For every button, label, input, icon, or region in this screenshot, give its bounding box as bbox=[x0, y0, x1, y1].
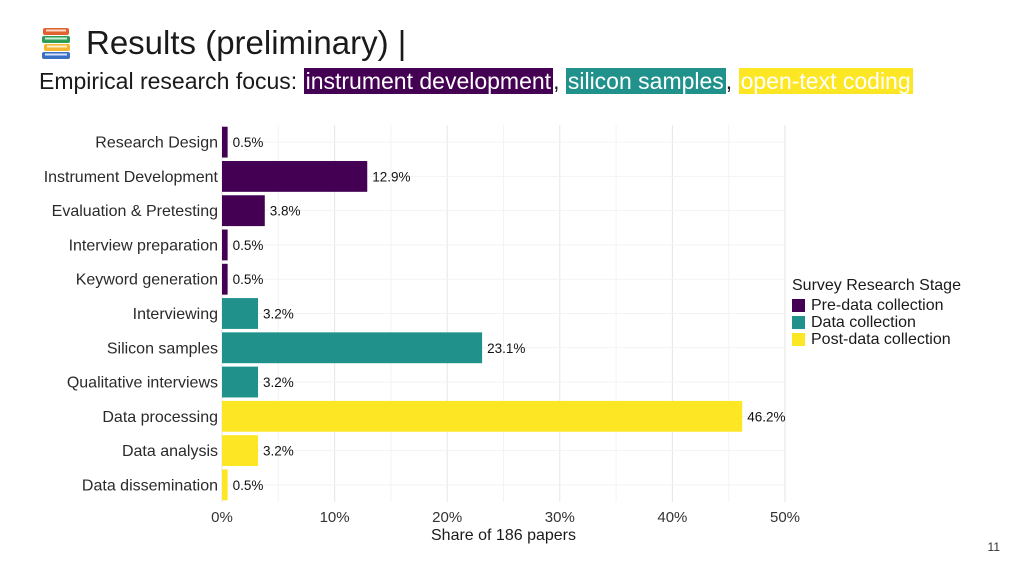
bar-silicon-samples bbox=[222, 332, 483, 364]
bar-qualitative-interviews bbox=[222, 366, 259, 398]
y-category-label: Qualitative interviews bbox=[67, 375, 218, 392]
x-tick-label: 30% bbox=[545, 509, 575, 526]
highlight-instrument-development: instrument development bbox=[303, 68, 554, 94]
legend-item-post-data: Post-data collection bbox=[792, 331, 961, 348]
legend-label-data-collection: Data collection bbox=[811, 313, 916, 331]
y-category-label: Data processing bbox=[102, 409, 218, 426]
y-category-label: Interviewing bbox=[133, 306, 218, 323]
y-category-label: Data analysis bbox=[122, 443, 218, 460]
legend-swatch-post-data bbox=[792, 333, 805, 346]
bar-research-design bbox=[222, 126, 228, 158]
legend-swatch-pre-data bbox=[792, 299, 805, 312]
bar-interviewing bbox=[222, 298, 259, 329]
legend-label-pre-data: Pre-data collection bbox=[811, 296, 944, 314]
highlight-silicon-samples: silicon samples bbox=[565, 68, 726, 94]
bar-value-label: 3.2% bbox=[263, 307, 294, 322]
bar-value-label: 0.5% bbox=[233, 478, 264, 493]
legend-swatch-data-collection bbox=[792, 316, 805, 329]
legend: Survey Research Stage Pre-data collectio… bbox=[792, 277, 961, 348]
bar-value-label: 3.8% bbox=[270, 204, 301, 219]
x-axis-title: Share of 186 papers bbox=[431, 527, 576, 544]
separator-2: , bbox=[725, 68, 739, 94]
bar-value-label: 3.2% bbox=[263, 444, 294, 459]
bar-interview-preparation bbox=[222, 229, 228, 261]
bar-data-dissemination bbox=[222, 469, 228, 501]
title-row: Results (preliminary) | bbox=[40, 24, 406, 62]
legend-title: Survey Research Stage bbox=[792, 277, 961, 294]
legend-label-post-data: Post-data collection bbox=[811, 330, 951, 348]
bar-evaluation-pretesting bbox=[222, 195, 265, 227]
bar-value-label: 0.5% bbox=[233, 238, 264, 253]
bar-value-label: 46.2% bbox=[747, 409, 785, 424]
y-category-label: Research Design bbox=[95, 135, 218, 152]
slide-title: Results (preliminary) | bbox=[86, 24, 407, 61]
bar-value-label: 0.5% bbox=[233, 272, 264, 287]
bar-value-label: 12.9% bbox=[372, 169, 410, 184]
y-category-label: Interview preparation bbox=[69, 237, 218, 254]
y-category-label: Evaluation & Pretesting bbox=[52, 203, 218, 220]
x-tick-label: 20% bbox=[432, 509, 462, 526]
subtitle: Empirical research focus: instrument dev… bbox=[39, 68, 913, 95]
y-category-label: Instrument Development bbox=[44, 169, 219, 186]
x-tick-label: 10% bbox=[320, 509, 350, 526]
page-number: 11 bbox=[987, 540, 1000, 554]
highlight-open-text-coding: open-text coding bbox=[738, 68, 913, 94]
books-icon bbox=[42, 28, 70, 59]
legend-item-pre-data: Pre-data collection bbox=[792, 297, 961, 314]
bar-value-label: 3.2% bbox=[263, 375, 294, 390]
subtitle-prefix: Empirical research focus: bbox=[39, 68, 304, 94]
bar-data-processing bbox=[222, 400, 743, 432]
bar-instrument-development bbox=[222, 160, 368, 192]
bar-data-analysis bbox=[222, 435, 259, 467]
x-tick-label: 50% bbox=[770, 509, 800, 526]
x-tick-label: 40% bbox=[657, 509, 687, 526]
y-category-label: Silicon samples bbox=[107, 340, 218, 357]
y-category-label: Data dissemination bbox=[82, 477, 218, 494]
x-tick-label: 0% bbox=[211, 509, 233, 526]
separator-1: , bbox=[553, 68, 566, 94]
legend-item-data-collection: Data collection bbox=[792, 314, 961, 331]
bar-keyword-generation bbox=[222, 263, 228, 295]
bar-value-label: 0.5% bbox=[233, 135, 264, 150]
y-category-label: Keyword generation bbox=[76, 272, 218, 289]
bar-value-label: 23.1% bbox=[487, 341, 525, 356]
